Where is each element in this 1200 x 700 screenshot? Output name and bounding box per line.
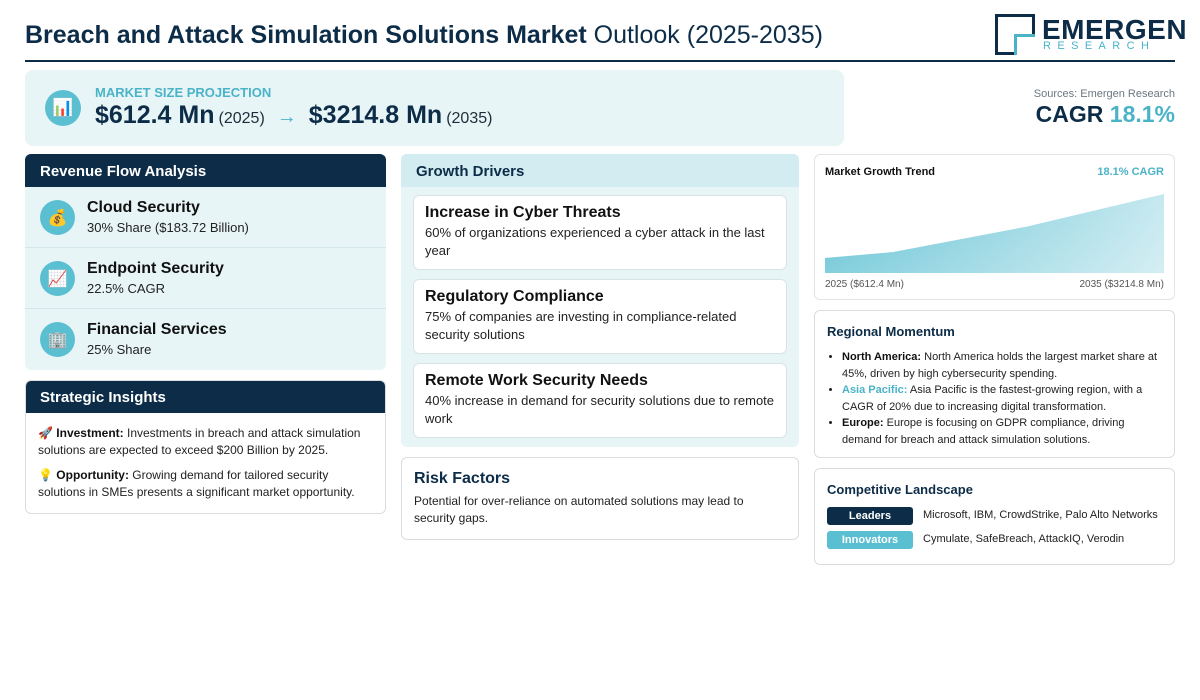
cagr-summary: CAGR 18.1%: [1036, 101, 1175, 128]
start-value: $612.4 Mn: [95, 101, 215, 129]
revenue-item-detail: 30% Share ($183.72 Billion): [87, 220, 249, 235]
emergen-logo[interactable]: EMERGEN RESEARCH: [995, 14, 1187, 56]
logo-subword: RESEARCH: [1043, 40, 1156, 52]
end-value: $3214.8 Mn: [308, 101, 443, 129]
revenue-flow-title: Revenue Flow Analysis: [25, 154, 386, 187]
revenue-item: 💰 Cloud Security 30% Share ($183.72 Bill…: [25, 187, 386, 248]
driver-desc: 60% of organizations experienced a cyber…: [425, 225, 765, 258]
risk-factors-card: Risk Factors Potential for over-reliance…: [401, 457, 799, 540]
region-label: Europe:: [842, 417, 884, 429]
driver-item: Regulatory Compliance 75% of companies a…: [413, 279, 787, 354]
growth-drivers-card: Growth Drivers Increase in Cyber Threats…: [401, 154, 799, 447]
market-projection-banner: 📊 MARKET SIZE PROJECTION $612.4 Mn (2025)…: [25, 70, 844, 146]
insight-item: 🚀 Investment: Investments in breach and …: [38, 425, 373, 459]
trend-start-label: 2025 ($612.4 Mn): [825, 279, 904, 290]
driver-desc: 75% of companies are investing in compli…: [425, 309, 737, 342]
driver-title: Increase in Cyber Threats: [425, 204, 621, 221]
projection-label: MARKET SIZE PROJECTION: [95, 85, 272, 100]
competitive-title: Competitive Landscape: [827, 482, 973, 497]
title-main: Breach and Attack Simulation Solutions M…: [25, 21, 587, 49]
region-text: North America holds the largest market s…: [842, 351, 1158, 380]
arrow-right-icon: →: [276, 106, 297, 128]
logo-mark-icon: [995, 14, 1035, 55]
logo-word: EMERGEN: [1042, 14, 1188, 45]
start-year: (2025): [218, 110, 265, 127]
driver-desc: 40% increase in demand for security solu…: [425, 393, 775, 426]
insight-label: Opportunity:: [56, 468, 129, 482]
leaders-companies: Microsoft, IBM, CrowdStrike, Palo Alto N…: [923, 509, 1158, 521]
insight-text: Investments in breach and attack simulat…: [38, 426, 361, 457]
revenue-item: 🏢 Financial Services 25% Share: [25, 309, 386, 370]
region-text: Europe is focusing on GDPR compliance, d…: [842, 417, 1125, 446]
strategic-insights-body: 🚀 Investment: Investments in breach and …: [26, 413, 385, 501]
strategic-insights-title: Strategic Insights: [26, 381, 385, 413]
sources-note: Sources: Emergen Research: [1033, 88, 1175, 100]
page-title: Breach and Attack Simulation Solutions M…: [25, 21, 823, 50]
insight-text: Growing demand for tailored security sol…: [38, 468, 355, 499]
regional-list: North America: North America holds the l…: [827, 349, 1162, 448]
trend-end-label: 2035 ($3214.8 Mn): [1079, 279, 1164, 290]
insight-label: Investment:: [56, 426, 124, 440]
cagr-value: 18.1%: [1109, 101, 1175, 127]
chart-up-icon: 📈: [40, 261, 75, 296]
innovators-companies: Cymulate, SafeBreach, AttackIQ, Verodin: [923, 533, 1125, 545]
region-item: Asia Pacific: Asia Pacific is the fastes…: [842, 382, 1162, 415]
market-growth-trend-card: Market Growth Trend 18.1% CAGR 2025 ($61…: [814, 154, 1175, 300]
revenue-item: 📈 Endpoint Security 22.5% CAGR: [25, 248, 386, 309]
leaders-tag: Leaders: [827, 507, 913, 525]
region-label: Asia Pacific:: [842, 384, 908, 396]
cagr-label: CAGR: [1035, 101, 1104, 127]
trend-cagr: 18.1% CAGR: [1097, 166, 1164, 178]
risk-title: Risk Factors: [414, 470, 511, 487]
competitor-row: Innovators Cymulate, SafeBreach, AttackI…: [827, 531, 1162, 555]
insight-item: 💡 Opportunity: Growing demand for tailor…: [38, 467, 373, 501]
revenue-item-detail: 22.5% CAGR: [87, 281, 166, 296]
driver-item: Remote Work Security Needs 40% increase …: [413, 363, 787, 438]
growth-drivers-title: Growth Drivers: [401, 154, 799, 187]
strategic-insights-card: Strategic Insights 🚀 Investment: Investm…: [25, 380, 386, 514]
trend-title: Market Growth Trend: [825, 166, 936, 178]
competitor-row: Leaders Microsoft, IBM, CrowdStrike, Pal…: [827, 507, 1162, 531]
competitive-landscape-card: Competitive Landscape Leaders Microsoft,…: [814, 468, 1175, 565]
building-icon: 🏢: [40, 322, 75, 357]
money-bag-icon: 💰: [40, 200, 75, 235]
region-text: Asia Pacific is the fastest-growing regi…: [842, 384, 1143, 413]
page-header: Breach and Attack Simulation Solutions M…: [25, 12, 1187, 62]
driver-title: Regulatory Compliance: [425, 288, 604, 305]
innovators-tag: Innovators: [827, 531, 913, 549]
driver-item: Increase in Cyber Threats 60% of organiz…: [413, 195, 787, 270]
region-item: Europe: Europe is focusing on GDPR compl…: [842, 415, 1162, 448]
trend-area-chart: [825, 194, 1164, 273]
region-item: North America: North America holds the l…: [842, 349, 1162, 382]
lightbulb-icon: 💡: [38, 468, 53, 482]
title-sub: Outlook (2025-2035): [593, 21, 823, 49]
risk-desc: Potential for over-reliance on automated…: [414, 494, 744, 525]
driver-title: Remote Work Security Needs: [425, 372, 648, 389]
revenue-item-name: Financial Services: [87, 321, 227, 338]
end-year: (2035): [446, 110, 493, 127]
region-label: North America:: [842, 351, 922, 363]
regional-momentum-card: Regional Momentum North America: North A…: [814, 310, 1175, 458]
trend-area-sheen: [825, 194, 1164, 273]
revenue-item-name: Endpoint Security: [87, 260, 224, 277]
projection-values: $612.4 Mn (2025) → $3214.8 Mn (2035): [95, 101, 492, 130]
revenue-item-name: Cloud Security: [87, 199, 200, 216]
revenue-flow-card: Revenue Flow Analysis 💰 Cloud Security 3…: [25, 154, 386, 370]
bar-chart-icon: 📊: [45, 90, 81, 126]
rocket-icon: 🚀: [38, 426, 53, 440]
revenue-item-detail: 25% Share: [87, 342, 152, 357]
regional-title: Regional Momentum: [827, 324, 955, 339]
